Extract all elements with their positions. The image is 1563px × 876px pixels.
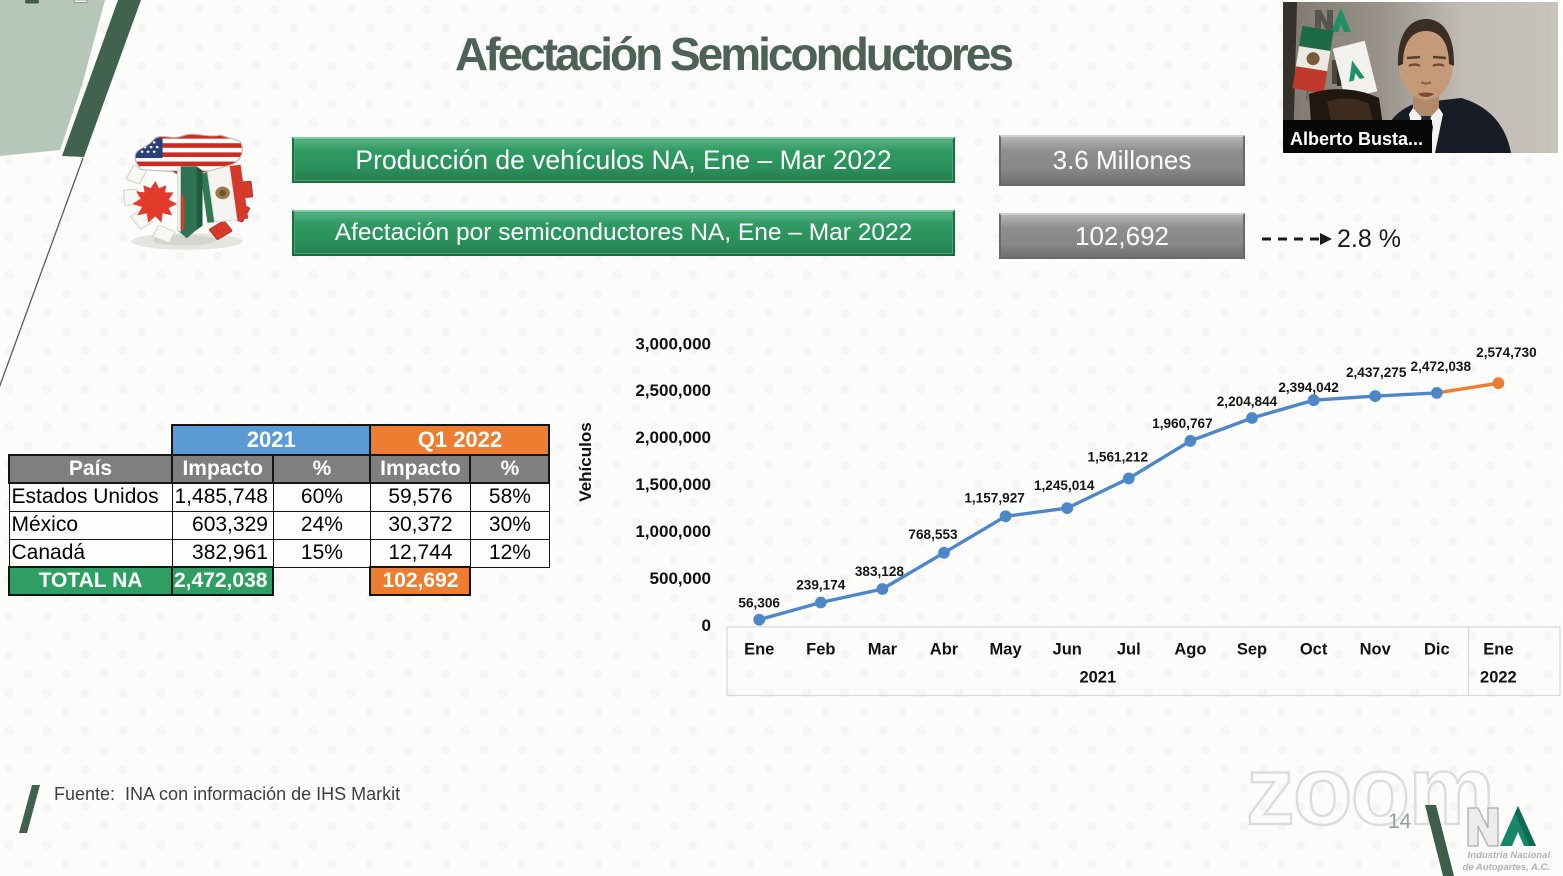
svg-text:Ago: Ago xyxy=(1174,641,1206,659)
svg-text:Dic: Dic xyxy=(1424,641,1450,659)
svg-text:1,245,014: 1,245,014 xyxy=(1034,478,1095,493)
svg-text:Vehículos: Vehículos xyxy=(576,422,595,501)
svg-text:Feb: Feb xyxy=(806,641,835,659)
svg-text:2,472,038: 2,472,038 xyxy=(1411,359,1472,374)
svg-text:Jul: Jul xyxy=(1117,641,1141,659)
svg-text:2,000,000: 2,000,000 xyxy=(635,428,711,447)
svg-text:0: 0 xyxy=(702,616,711,635)
svg-text:Industria Nacional: Industria Nacional xyxy=(1468,850,1551,861)
svg-text:239,174: 239,174 xyxy=(796,578,846,593)
svg-text:Sep: Sep xyxy=(1237,641,1267,659)
svg-text:2,437,275: 2,437,275 xyxy=(1346,365,1407,380)
svg-text:1,500,000: 1,500,000 xyxy=(635,475,711,494)
svg-text:Ene: Ene xyxy=(1483,641,1513,659)
svg-text:Alberto Busta...: Alberto Busta... xyxy=(1290,129,1423,149)
svg-text:1,157,927: 1,157,927 xyxy=(964,490,1024,505)
svg-text:Jun: Jun xyxy=(1053,641,1082,659)
svg-text:2021: 2021 xyxy=(1079,669,1116,687)
svg-text:1,960,767: 1,960,767 xyxy=(1152,416,1212,431)
svg-text:Abr: Abr xyxy=(930,641,959,659)
svg-text:2,394,042: 2,394,042 xyxy=(1278,380,1339,395)
svg-text:Nov: Nov xyxy=(1360,641,1392,659)
svg-text:500,000: 500,000 xyxy=(650,569,711,588)
svg-text:May: May xyxy=(990,641,1023,659)
svg-text:56,306: 56,306 xyxy=(738,596,780,611)
svg-text:1,000,000: 1,000,000 xyxy=(635,522,711,541)
svg-text:2,204,844: 2,204,844 xyxy=(1217,394,1278,409)
svg-text:2,574,730: 2,574,730 xyxy=(1476,345,1536,360)
svg-text:2,500,000: 2,500,000 xyxy=(635,381,711,400)
svg-text:Ene: Ene xyxy=(744,641,774,659)
svg-text:768,553: 768,553 xyxy=(908,527,958,542)
svg-text:de Autopartes, A.C.: de Autopartes, A.C. xyxy=(1463,862,1550,873)
svg-text:1,561,212: 1,561,212 xyxy=(1088,449,1149,464)
svg-text:383,128: 383,128 xyxy=(855,564,905,579)
svg-text:Oct: Oct xyxy=(1300,641,1328,659)
svg-text:3,000,000: 3,000,000 xyxy=(635,334,711,353)
svg-text:Mar: Mar xyxy=(868,641,898,659)
svg-text:2022: 2022 xyxy=(1480,669,1517,687)
